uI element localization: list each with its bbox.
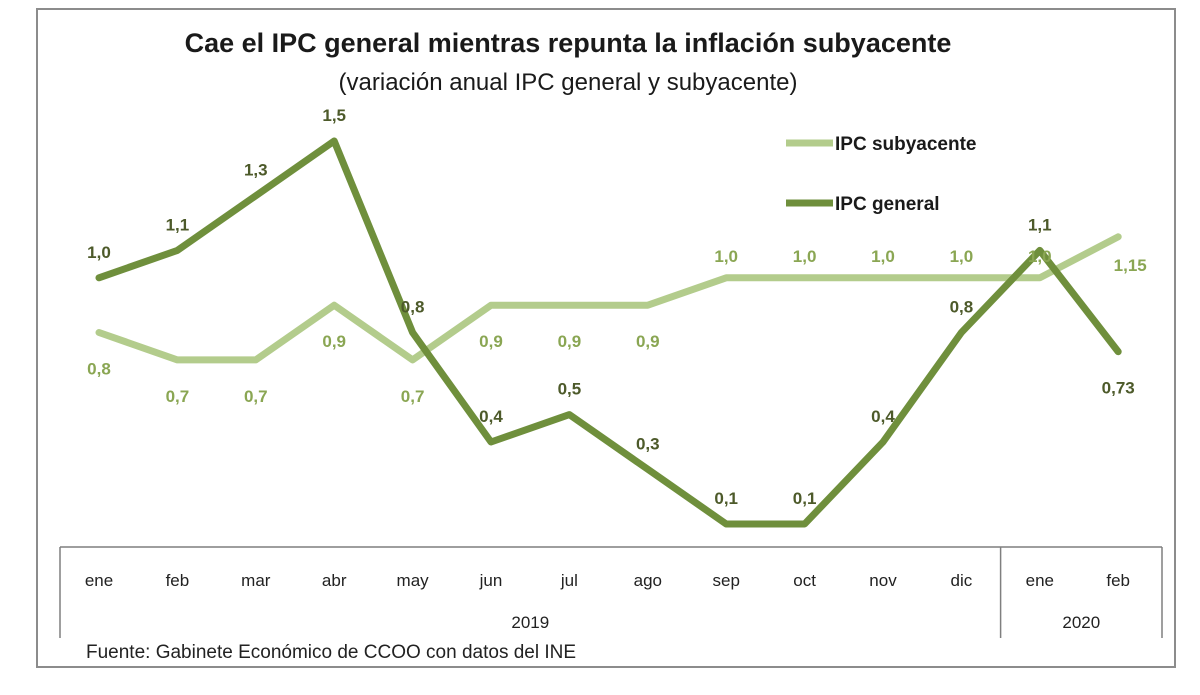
data-label-ipc-general: 1,1: [1028, 215, 1052, 234]
data-label-ipc-general: 1,5: [322, 106, 346, 125]
data-label-ipc-subyacente: 0,9: [322, 332, 346, 351]
data-label-ipc-general: 0,8: [950, 298, 974, 317]
x-axis: ene feb mar abr may jun jul ago sep oct nov dic ene f…: [59, 546, 1163, 638]
data-label-ipc-general: 0,8: [401, 298, 425, 317]
data-label-ipc-subyacente: 1,0: [1028, 247, 1052, 266]
x-tick-label: feb: [166, 571, 190, 590]
x-tick-label: nov: [869, 571, 897, 590]
data-label-ipc-general: 0,1: [793, 489, 817, 508]
data-label-ipc-general: 1,3: [244, 161, 268, 180]
x-tick-label: abr: [322, 571, 347, 590]
x-tick-label: ene: [85, 571, 113, 590]
line-chart: Cae el IPC general mientras repunta la i…: [59, 28, 1163, 663]
x-tick-label: may: [397, 571, 430, 590]
data-labels-layer: 1,0 1,1 1,3 1,5 0,8 0,4 0,5 0,3 0,1 0,1 0,4 0,8 1,1 0…: [87, 106, 1147, 508]
data-label-ipc-general: 1,1: [166, 215, 190, 234]
legend-label-ipc-general: IPC general: [835, 194, 940, 215]
x-group-label-year: 2019: [511, 613, 549, 632]
data-label-ipc-subyacente: 0,9: [479, 332, 503, 351]
data-label-ipc-subyacente: 1,0: [871, 247, 895, 266]
data-label-ipc-subyacente: 1,15: [1114, 256, 1147, 275]
x-tick-label: oct: [793, 571, 816, 590]
source-note: Fuente: Gabinete Económico de CCOO con d…: [86, 642, 576, 663]
x-tick-label: mar: [241, 571, 271, 590]
series-layer: [95, 137, 1122, 528]
data-label-ipc-subyacente: 0,9: [558, 332, 582, 351]
data-label-ipc-subyacente: 1,0: [714, 247, 738, 266]
data-label-ipc-general: 0,1: [714, 489, 738, 508]
data-label-ipc-subyacente: 0,9: [636, 332, 660, 351]
chart-title: Cae el IPC general mientras repunta la i…: [185, 28, 952, 58]
data-label-ipc-subyacente: 0,7: [244, 387, 268, 406]
data-label-ipc-general: 0,3: [636, 434, 660, 453]
x-tick-label: dic: [951, 571, 973, 590]
x-group-label-year: 2020: [1062, 613, 1100, 632]
x-tick-label: feb: [1106, 571, 1130, 590]
data-label-ipc-general: 0,5: [558, 380, 582, 399]
chart-frame: Cae el IPC general mientras repunta la i…: [36, 8, 1176, 668]
data-label-ipc-general: 1,0: [87, 243, 111, 262]
legend: IPC subyacente IPC general: [786, 134, 977, 215]
chart-subtitle: (variación anual IPC general y subyacent…: [339, 69, 798, 96]
data-label-ipc-subyacente: 1,0: [950, 247, 974, 266]
series-line-ipc-general: [95, 137, 1122, 528]
data-label-ipc-general: 0,4: [479, 407, 503, 426]
x-tick-label: sep: [712, 571, 739, 590]
x-tick-label: jul: [560, 571, 578, 590]
data-label-ipc-subyacente: 0,8: [87, 360, 111, 379]
data-label-ipc-general: 0,4: [871, 407, 895, 426]
data-label-ipc-subyacente: 0,7: [401, 387, 425, 406]
x-tick-label: ago: [634, 571, 662, 590]
x-tick-label: ene: [1026, 571, 1054, 590]
data-label-ipc-subyacente: 1,0: [793, 247, 817, 266]
data-label-ipc-subyacente: 0,7: [166, 387, 190, 406]
legend-label-ipc-subyacente: IPC subyacente: [835, 134, 977, 155]
x-tick-label: jun: [479, 571, 503, 590]
data-label-ipc-general: 0,73: [1102, 379, 1135, 398]
series-line-ipc-subyacente: [95, 233, 1122, 364]
